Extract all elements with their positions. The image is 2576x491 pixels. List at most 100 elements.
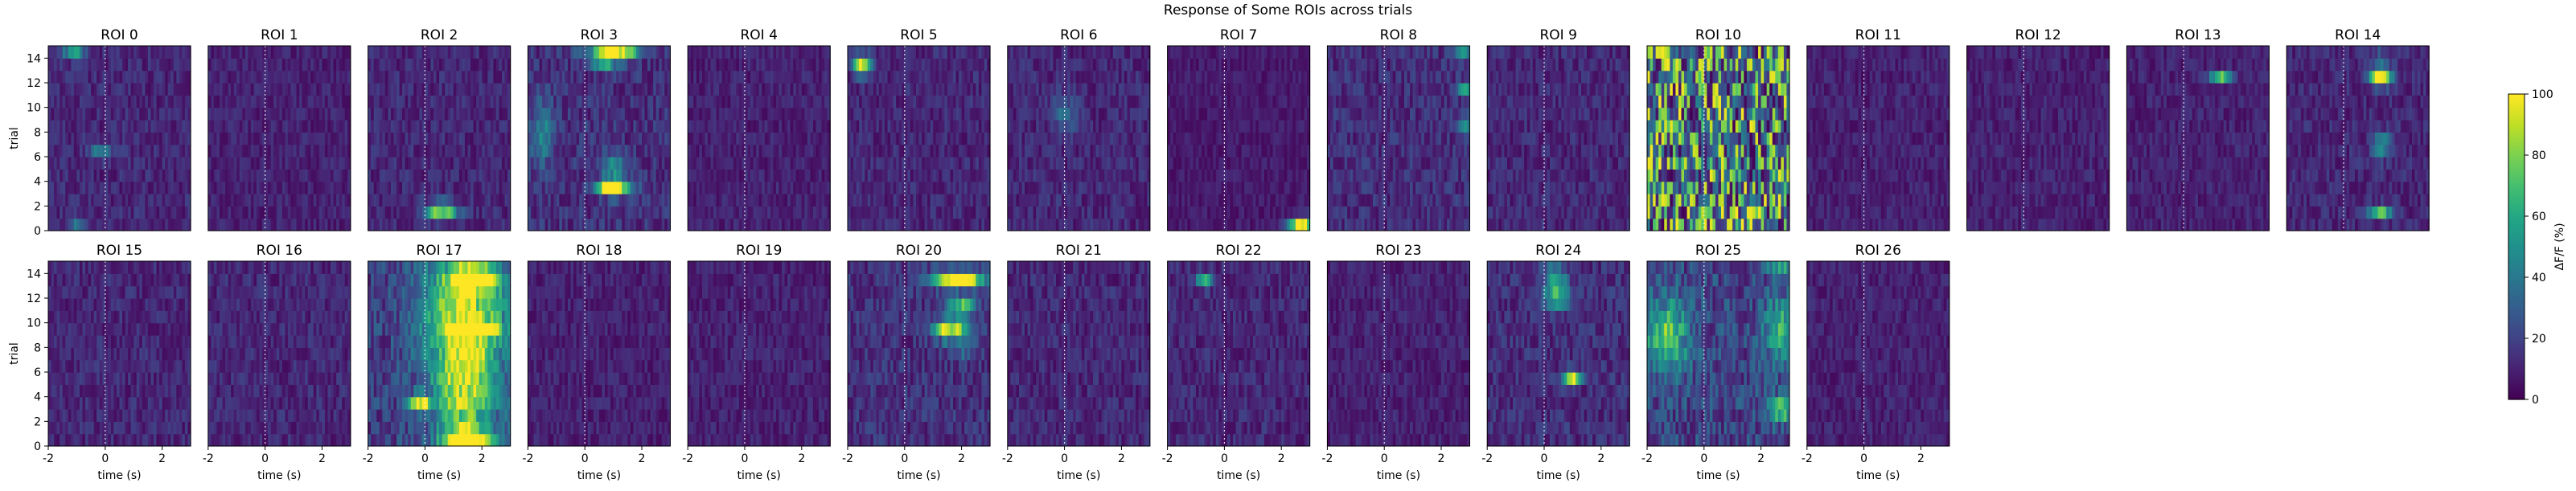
heatmap-cell <box>122 157 126 170</box>
heatmap-cell <box>1070 194 1074 207</box>
heatmap-cell <box>1138 194 1142 207</box>
heatmap-cell <box>961 58 965 72</box>
heatmap-cell <box>1084 132 1088 145</box>
heatmap-cell <box>299 181 303 194</box>
heatmap-cell <box>699 132 703 145</box>
heatmap-cell <box>1124 144 1128 158</box>
heatmap-cell <box>147 58 152 72</box>
heatmap-cell <box>134 157 138 170</box>
heatmap-cell <box>581 206 585 219</box>
heatmap-cell <box>268 120 272 133</box>
heatmap-cell <box>784 70 788 84</box>
heatmap-cell <box>627 120 631 133</box>
heatmap-cell <box>553 120 557 133</box>
heatmap-cell <box>105 46 109 59</box>
heatmap-cell <box>1130 132 1134 145</box>
heatmap-cell <box>427 107 432 121</box>
heatmap-cell <box>530 218 535 231</box>
heatmap-cell <box>1013 120 1017 133</box>
heatmap-cell <box>655 132 659 145</box>
heatmap-cell <box>935 206 939 219</box>
heatmap-cell <box>222 169 226 182</box>
heatmap-cell <box>730 157 734 170</box>
heatmap-cell <box>922 157 926 170</box>
heatmap-cell <box>65 70 69 84</box>
heatmap-cell <box>856 58 860 72</box>
heatmap-cell <box>222 58 226 72</box>
heatmap-cell <box>756 132 760 145</box>
heatmap-cell <box>885 144 889 158</box>
heatmap-cell <box>930 83 934 96</box>
heatmap-cell <box>964 132 968 145</box>
heatmap-cell <box>696 132 700 145</box>
heatmap-cell <box>784 46 788 59</box>
heatmap-cell <box>1010 107 1014 121</box>
heatmap-cell <box>462 95 466 108</box>
heatmap-cell <box>730 144 734 158</box>
heatmap-cell <box>955 181 959 194</box>
heatmap-cell <box>179 181 183 194</box>
heatmap-cell <box>824 181 828 194</box>
heatmap-cell <box>73 181 77 194</box>
heatmap-cell <box>128 107 132 121</box>
heatmap-cell <box>1025 132 1029 145</box>
heatmap-cell <box>890 157 894 170</box>
heatmap-cell <box>368 206 372 219</box>
heatmap-cell <box>701 58 706 72</box>
heatmap-cell <box>941 58 945 72</box>
heatmap-cell <box>344 181 348 194</box>
heatmap-cell <box>99 83 103 96</box>
heatmap-cell <box>890 218 894 231</box>
heatmap-cell <box>182 58 186 72</box>
heatmap-cell <box>693 169 697 182</box>
heatmap-cell <box>1007 144 1011 158</box>
heatmap-cell <box>987 132 991 145</box>
heatmap-cell <box>530 107 535 121</box>
heatmap-cell <box>344 144 348 158</box>
heatmap-cell <box>644 181 648 194</box>
heatmap-cell <box>439 58 443 72</box>
heatmap-cell <box>819 107 823 121</box>
heatmap-cell <box>536 83 540 96</box>
heatmap-cell <box>236 120 240 133</box>
heatmap-cell <box>302 157 306 170</box>
heatmap-cell <box>885 95 889 108</box>
heatmap-cell <box>482 144 486 158</box>
heatmap-cell <box>727 194 731 207</box>
heatmap-cell <box>1101 144 1105 158</box>
heatmap-cell <box>262 58 266 72</box>
heatmap-cell <box>299 46 303 59</box>
heatmap-cell <box>479 194 483 207</box>
heatmap-cell <box>390 144 395 158</box>
heatmap-cell <box>850 218 854 231</box>
heatmap-cell <box>1025 206 1029 219</box>
heatmap-cell <box>693 206 697 219</box>
heatmap-cell <box>961 95 965 108</box>
heatmap-cell <box>655 83 659 96</box>
heatmap-cell <box>819 70 823 84</box>
heatmap-cell <box>250 95 255 108</box>
heatmap-cell <box>1053 132 1057 145</box>
heatmap-cell <box>1147 120 1151 133</box>
heatmap-cell <box>1093 120 1097 133</box>
heatmap-cell <box>248 157 252 170</box>
heatmap-cell <box>961 46 965 59</box>
heatmap-cell <box>727 206 731 219</box>
heatmap-cell <box>256 206 261 219</box>
heatmap-cell <box>810 206 814 219</box>
heatmap-cell <box>1058 194 1062 207</box>
heatmap-cell <box>810 169 814 182</box>
heatmap-cell <box>659 107 663 121</box>
heatmap-cell <box>82 70 86 84</box>
heatmap-cell <box>88 132 92 145</box>
heatmap-cell <box>167 206 171 219</box>
heatmap-cell <box>859 83 863 96</box>
heatmap-cell <box>927 206 931 219</box>
heatmap-cell <box>955 206 959 219</box>
heatmap-cell <box>433 206 438 219</box>
heatmap-cell <box>952 107 957 121</box>
heatmap-cell <box>902 95 906 108</box>
heatmap-cell <box>881 46 885 59</box>
heatmap-cell <box>222 120 226 133</box>
heatmap-cell <box>1062 169 1066 182</box>
